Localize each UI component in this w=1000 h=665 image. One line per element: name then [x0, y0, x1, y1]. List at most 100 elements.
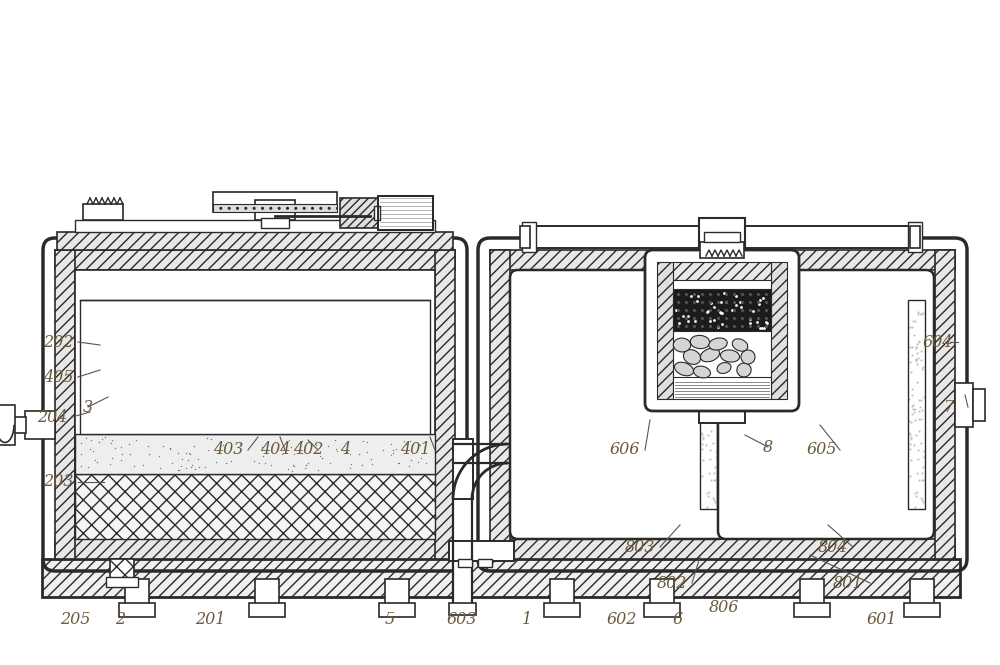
- Bar: [650, 579, 674, 605]
- Bar: [449, 541, 514, 561]
- Bar: [55, 250, 455, 270]
- Bar: [490, 250, 510, 559]
- Text: 202: 202: [43, 334, 73, 350]
- Ellipse shape: [717, 362, 731, 374]
- Bar: [110, 559, 134, 579]
- Bar: [730, 222, 744, 252]
- Text: 405: 405: [43, 368, 73, 386]
- Text: 5: 5: [385, 610, 395, 628]
- Text: 603: 603: [447, 610, 477, 628]
- Text: 602: 602: [607, 610, 637, 628]
- Bar: [478, 559, 492, 567]
- Text: 203: 203: [43, 473, 73, 491]
- Bar: [83, 204, 123, 220]
- Text: 803: 803: [625, 539, 655, 555]
- Bar: [908, 300, 925, 509]
- Bar: [378, 196, 433, 230]
- Ellipse shape: [690, 335, 710, 348]
- Ellipse shape: [694, 366, 710, 378]
- Bar: [707, 226, 737, 415]
- Bar: [119, 603, 155, 617]
- Bar: [378, 196, 433, 230]
- Bar: [736, 226, 916, 248]
- Ellipse shape: [674, 362, 694, 376]
- Text: 204: 204: [37, 408, 67, 426]
- Text: 601: 601: [867, 610, 897, 628]
- Bar: [57, 232, 453, 250]
- Bar: [699, 218, 745, 256]
- Bar: [458, 559, 472, 567]
- Bar: [699, 403, 745, 423]
- Text: 606: 606: [610, 442, 640, 458]
- Bar: [657, 262, 673, 399]
- Bar: [800, 579, 824, 605]
- Ellipse shape: [683, 350, 701, 364]
- Bar: [700, 300, 717, 509]
- Bar: [771, 262, 787, 399]
- Bar: [42, 559, 960, 597]
- Bar: [0, 405, 15, 445]
- Bar: [255, 579, 279, 605]
- Bar: [249, 603, 285, 617]
- Ellipse shape: [700, 348, 720, 362]
- Bar: [910, 226, 920, 248]
- Text: 402: 402: [293, 442, 323, 458]
- Ellipse shape: [732, 338, 748, 351]
- Bar: [973, 389, 985, 421]
- Bar: [955, 383, 973, 427]
- Bar: [449, 603, 476, 615]
- Bar: [908, 222, 922, 252]
- Text: 804: 804: [818, 539, 848, 555]
- Bar: [75, 474, 435, 539]
- Bar: [340, 198, 378, 228]
- Text: 802: 802: [657, 575, 687, 591]
- Text: 403: 403: [213, 442, 243, 458]
- Bar: [522, 222, 536, 252]
- Bar: [255, 200, 295, 220]
- FancyBboxPatch shape: [718, 270, 934, 539]
- Bar: [490, 250, 955, 270]
- Text: 4: 4: [340, 442, 350, 458]
- Bar: [544, 603, 580, 617]
- Bar: [700, 222, 714, 252]
- Ellipse shape: [709, 338, 727, 350]
- Text: 605: 605: [807, 442, 837, 458]
- Bar: [510, 270, 935, 539]
- Ellipse shape: [741, 350, 755, 364]
- Bar: [490, 539, 955, 559]
- Bar: [700, 242, 744, 258]
- Text: 801: 801: [833, 575, 863, 591]
- Bar: [55, 539, 455, 559]
- Bar: [385, 579, 409, 605]
- Bar: [75, 220, 435, 232]
- Bar: [550, 579, 574, 605]
- Text: 8: 8: [763, 438, 773, 456]
- Bar: [379, 603, 415, 617]
- Bar: [75, 270, 435, 539]
- Bar: [213, 204, 337, 212]
- Bar: [935, 250, 955, 559]
- Ellipse shape: [737, 363, 751, 377]
- Text: 401: 401: [400, 442, 430, 458]
- Bar: [453, 499, 472, 605]
- Text: 205: 205: [60, 610, 90, 628]
- Ellipse shape: [673, 338, 691, 352]
- Bar: [374, 206, 380, 220]
- Bar: [25, 411, 55, 439]
- Bar: [644, 603, 680, 617]
- Bar: [520, 226, 530, 248]
- Bar: [213, 192, 337, 212]
- FancyBboxPatch shape: [510, 270, 726, 539]
- Bar: [673, 377, 771, 399]
- Bar: [435, 250, 455, 559]
- Text: 6: 6: [673, 610, 683, 628]
- Text: 201: 201: [195, 610, 225, 628]
- Bar: [904, 603, 940, 617]
- Bar: [80, 300, 430, 434]
- Bar: [453, 439, 473, 499]
- Bar: [55, 250, 75, 559]
- Text: 2: 2: [115, 610, 125, 628]
- Bar: [75, 434, 435, 474]
- Bar: [794, 603, 830, 617]
- Text: 404: 404: [260, 442, 290, 458]
